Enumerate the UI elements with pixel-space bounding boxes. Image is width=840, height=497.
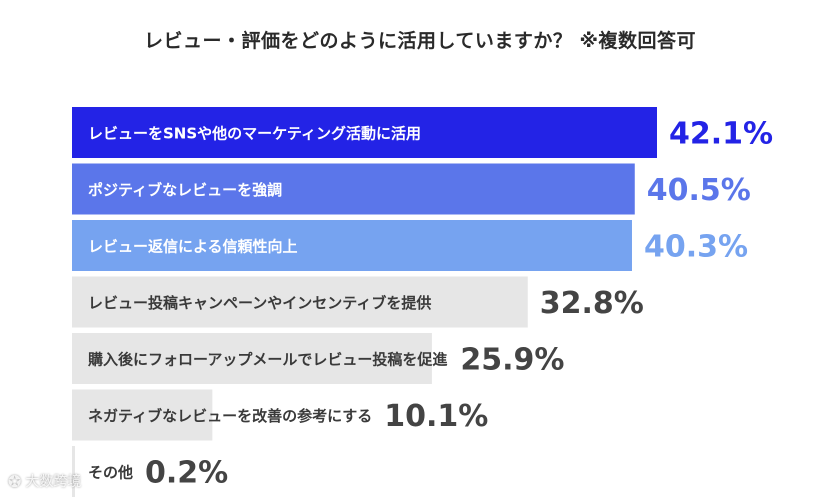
bar-1 xyxy=(72,107,657,158)
bar-label-1: レビューをSNSや他のマーケティング活動に活用 xyxy=(88,125,421,143)
watermark: ✪ 大数跨境 xyxy=(8,471,81,491)
value-label-4: 32.8% xyxy=(540,286,644,321)
bar-label-7: その他 xyxy=(88,464,133,482)
chart-title: レビュー・評価をどのように活用していますか？ ※複数回答可 xyxy=(143,30,697,52)
value-label-2: 40.5% xyxy=(647,173,751,208)
bar-6 xyxy=(72,389,213,441)
value-label-7: 0.2% xyxy=(145,456,228,491)
bar-3 xyxy=(72,220,632,271)
bar-label-5: 購入後にフォローアップメールでレビュー投稿を促進 xyxy=(87,351,448,369)
bar-label-6: ネガティブなレビューを改善の参考にする xyxy=(88,407,372,425)
bar-label-2: ポジティブなレビューを強調 xyxy=(88,181,282,199)
bar-7 xyxy=(72,446,75,497)
watermark-text: 大数跨境 xyxy=(25,474,82,490)
bar-label-3: レビュー返信による信頼性向上 xyxy=(88,238,298,256)
value-label-3: 40.3% xyxy=(644,230,748,265)
value-label-6: 10.1% xyxy=(384,399,488,434)
bar-label-4: レビュー投稿キャンペーンやインセンティブを提供 xyxy=(88,294,431,312)
value-label-5: 25.9% xyxy=(460,343,564,378)
bar-5 xyxy=(72,333,432,384)
bar-2 xyxy=(72,163,635,215)
value-label-1: 42.1% xyxy=(669,117,773,152)
bar-4 xyxy=(72,276,528,328)
logo-icon: ✪ xyxy=(8,471,22,491)
